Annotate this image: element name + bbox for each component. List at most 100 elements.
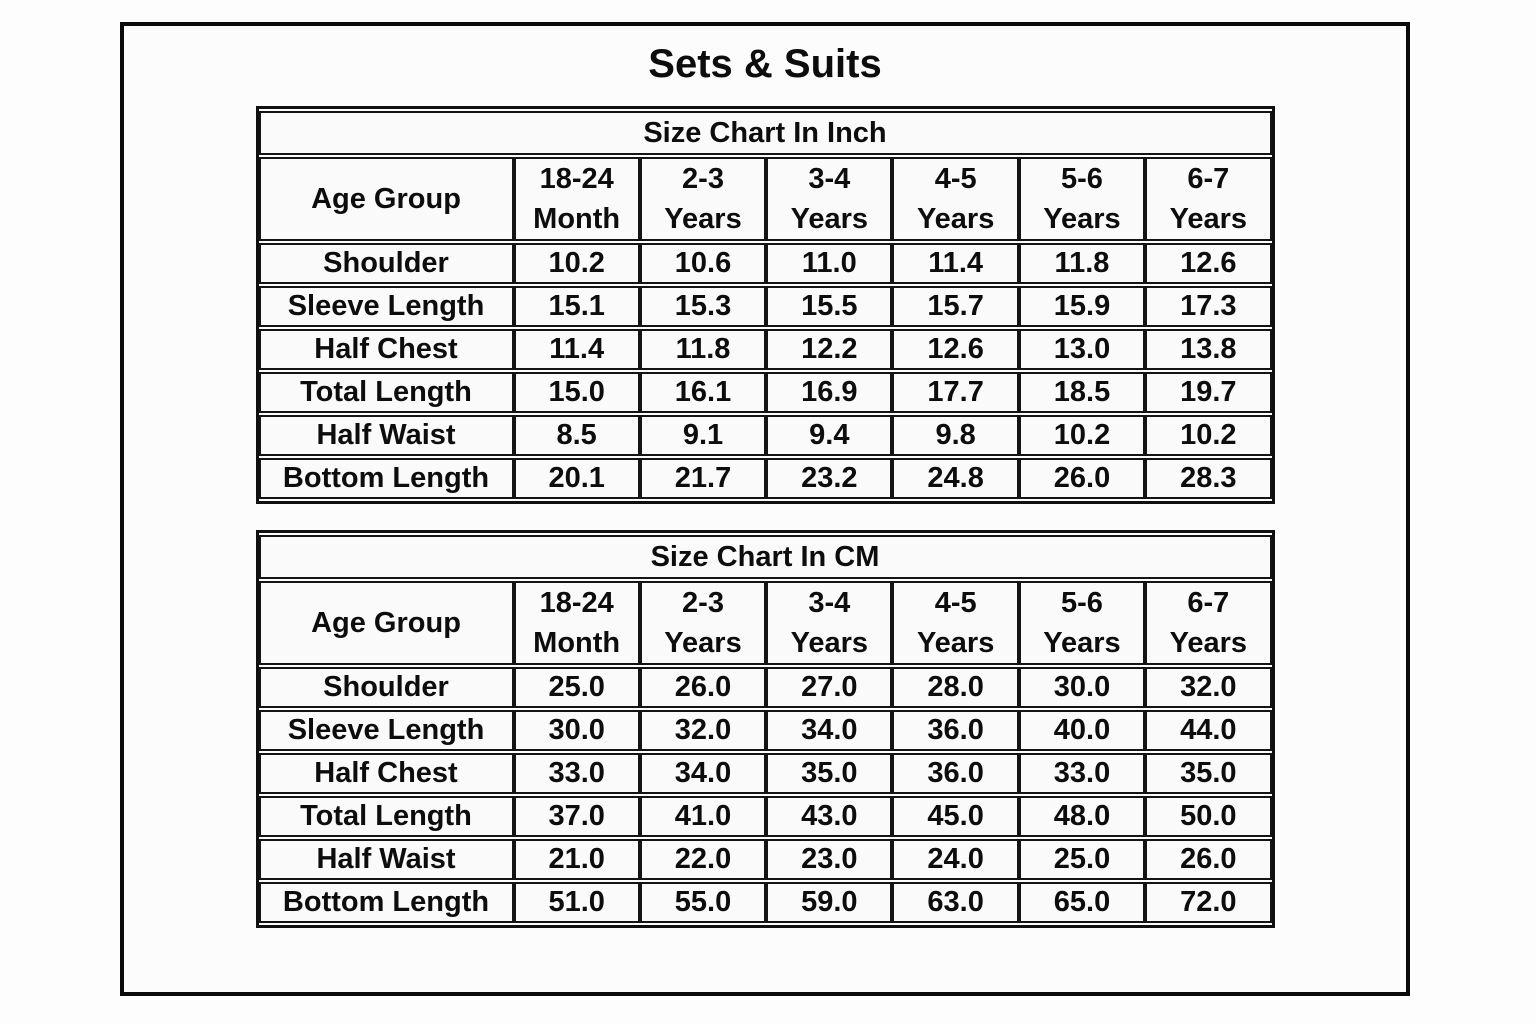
value-cell: 35.0 [766, 753, 893, 795]
value-cell: 36.0 [892, 753, 1019, 795]
value-cell: 9.1 [639, 415, 767, 457]
column-header: 2-3 Years [639, 157, 767, 242]
row-label: Half Waist [258, 839, 514, 881]
value-cell: 59.0 [766, 882, 893, 924]
value-cell: 16.1 [639, 372, 767, 414]
value-cell: 44.0 [1145, 710, 1272, 752]
row-label: Half Chest [258, 329, 514, 371]
value-cell: 15.0 [513, 372, 640, 414]
value-cell: 25.0 [1018, 839, 1146, 881]
age-group-header: Age Group [258, 581, 514, 666]
value-cell: 32.0 [1145, 667, 1272, 709]
value-cell: 10.2 [1018, 415, 1146, 457]
border-frame: Sets & Suits Size Chart In Inch Age Group… [120, 22, 1410, 996]
size-chart-cm-table: Size Chart In CM Age Group 18-24 Month 2-3 … [255, 530, 1275, 929]
value-cell: 65.0 [1018, 882, 1146, 924]
column-header: 18-24 Month [513, 581, 640, 666]
value-cell: 72.0 [1145, 882, 1272, 924]
value-cell: 35.0 [1145, 753, 1272, 795]
value-cell: 11.4 [892, 243, 1019, 285]
value-cell: 37.0 [513, 796, 640, 838]
table-row: Sleeve Length 30.0 32.0 34.0 36.0 40.0 44.0 [258, 710, 1272, 752]
value-cell: 26.0 [1145, 839, 1272, 881]
value-cell: 34.0 [766, 710, 893, 752]
value-cell: 43.0 [766, 796, 893, 838]
value-cell: 8.5 [513, 415, 640, 457]
value-cell: 15.5 [766, 286, 893, 328]
value-cell: 27.0 [766, 667, 893, 709]
table-row: Bottom Length 20.1 21.7 23.2 24.8 26.0 28.3 [258, 458, 1272, 500]
value-cell: 16.9 [766, 372, 893, 414]
value-cell: 21.7 [639, 458, 767, 500]
table-row: Shoulder 25.0 26.0 27.0 28.0 30.0 32.0 [258, 667, 1272, 709]
value-cell: 28.0 [892, 667, 1019, 709]
value-cell: 11.8 [639, 329, 767, 371]
value-cell: 32.0 [639, 710, 767, 752]
column-header: 3-4 Years [766, 157, 893, 242]
value-cell: 11.0 [766, 243, 893, 285]
table-row: Half Waist 8.5 9.1 9.4 9.8 10.2 10.2 [258, 415, 1272, 457]
table-row: Total Length 15.0 16.1 16.9 17.7 18.5 19.7 [258, 372, 1272, 414]
row-label: Half Chest [258, 753, 514, 795]
value-cell: 63.0 [892, 882, 1019, 924]
row-label: Bottom Length [258, 882, 514, 924]
value-cell: 19.7 [1145, 372, 1272, 414]
value-cell: 50.0 [1145, 796, 1272, 838]
value-cell: 10.2 [513, 243, 640, 285]
row-label: Half Waist [258, 415, 514, 457]
table-header-row: Age Group 18-24 Month 2-3 Years 3-4 Years 4-… [258, 157, 1272, 242]
row-label: Sleeve Length [258, 710, 514, 752]
value-cell: 12.6 [892, 329, 1019, 371]
value-cell: 9.8 [892, 415, 1019, 457]
table-row: Sleeve Length 15.1 15.3 15.5 15.7 15.9 17.3 [258, 286, 1272, 328]
column-header: 3-4 Years [766, 581, 893, 666]
value-cell: 25.0 [513, 667, 640, 709]
column-header: 4-5 Years [892, 157, 1019, 242]
value-cell: 23.2 [766, 458, 893, 500]
size-chart-inch-table: Size Chart In Inch Age Group 18-24 Month 2-… [255, 106, 1275, 505]
value-cell: 15.7 [892, 286, 1019, 328]
value-cell: 33.0 [513, 753, 640, 795]
value-cell: 55.0 [639, 882, 767, 924]
table-title-row: Size Chart In CM [258, 535, 1272, 580]
value-cell: 18.5 [1018, 372, 1146, 414]
table-row: Bottom Length 51.0 55.0 59.0 63.0 65.0 72.0 [258, 882, 1272, 924]
value-cell: 15.3 [639, 286, 767, 328]
value-cell: 23.0 [766, 839, 893, 881]
row-label: Shoulder [258, 667, 514, 709]
column-header: 6-7 Years [1145, 157, 1272, 242]
column-header: 4-5 Years [892, 581, 1019, 666]
table-row: Half Waist 21.0 22.0 23.0 24.0 25.0 26.0 [258, 839, 1272, 881]
value-cell: 17.3 [1145, 286, 1272, 328]
value-cell: 10.6 [639, 243, 767, 285]
value-cell: 26.0 [1018, 458, 1146, 500]
value-cell: 34.0 [639, 753, 767, 795]
table-row: Half Chest 33.0 34.0 35.0 36.0 33.0 35.0 [258, 753, 1272, 795]
column-header: 2-3 Years [639, 581, 767, 666]
value-cell: 11.8 [1018, 243, 1146, 285]
value-cell: 9.4 [766, 415, 893, 457]
value-cell: 41.0 [639, 796, 767, 838]
value-cell: 36.0 [892, 710, 1019, 752]
page-title: Sets & Suits [648, 42, 882, 86]
value-cell: 51.0 [513, 882, 640, 924]
row-label: Bottom Length [258, 458, 514, 500]
value-cell: 24.8 [892, 458, 1019, 500]
column-header: 6-7 Years [1145, 581, 1272, 666]
table-title: Size Chart In Inch [258, 111, 1272, 155]
value-cell: 10.2 [1145, 415, 1272, 457]
value-cell: 13.0 [1018, 329, 1146, 371]
row-label: Total Length [258, 372, 514, 414]
value-cell: 12.2 [766, 329, 893, 371]
value-cell: 15.1 [513, 286, 640, 328]
column-header: 5-6 Years [1018, 157, 1146, 242]
table-title-row: Size Chart In Inch [258, 111, 1272, 155]
table-title: Size Chart In CM [258, 535, 1272, 580]
value-cell: 24.0 [892, 839, 1019, 881]
row-label: Total Length [258, 796, 514, 838]
value-cell: 33.0 [1018, 753, 1146, 795]
value-cell: 21.0 [513, 839, 640, 881]
value-cell: 17.7 [892, 372, 1019, 414]
value-cell: 45.0 [892, 796, 1019, 838]
